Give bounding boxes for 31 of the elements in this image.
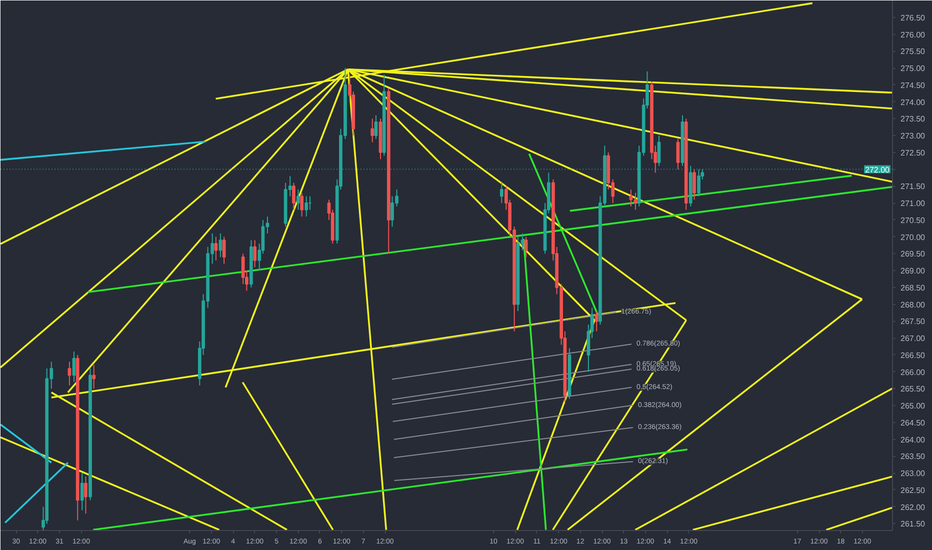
y-tick-label: 273.50 [900,114,926,124]
y-tick-label: 265.50 [900,384,926,394]
y-tick-label: 269.00 [900,266,926,276]
y-tick-label: 272.50 [900,148,926,158]
y-tick-label: 273.00 [900,132,926,141]
y-tick-label: 266.50 [900,350,926,360]
y-tick-label: 271.50 [900,182,926,192]
y-tick-label: 263.00 [900,469,926,478]
y-tick-label: 262.50 [900,486,926,495]
y-tick-label: 274.00 [900,98,926,107]
y-tick-label: 275.50 [900,47,926,56]
y-tick-label: 270.50 [900,216,926,225]
y-tick-label: 262.00 [900,502,926,512]
y-tick-label: 263.50 [900,452,926,462]
y-tick-label: 270.00 [900,232,926,242]
y-tick-label: 267.50 [900,317,926,326]
y-tick-label: 271.00 [900,199,926,208]
y-tick-label: 276.50 [900,13,926,22]
y-tick-label: 274.50 [900,80,926,90]
y-tick-label: 268.50 [900,283,926,292]
y-tick-label: 268.00 [900,300,926,310]
y-tick-label: 267.00 [900,334,926,344]
y-tick-label: 264.50 [900,418,926,428]
y-tick-label: 275.00 [900,64,926,74]
ref-line-label: 272.00 [865,165,890,174]
y-tick-label: 276.00 [900,30,926,40]
y-tick-label: 266.00 [900,368,926,377]
y-tick-label: 264.00 [900,435,926,444]
y-tick-label: 265.00 [900,402,926,411]
y-tick-label: 261.50 [900,520,926,529]
y-tick-label: 269.50 [900,250,926,259]
